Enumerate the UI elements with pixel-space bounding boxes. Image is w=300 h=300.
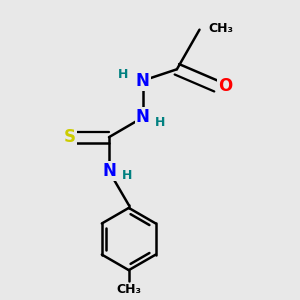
Text: N: N (136, 108, 150, 126)
Text: S: S (63, 128, 75, 146)
Text: O: O (218, 77, 232, 95)
Text: H: H (118, 68, 128, 81)
Text: N: N (136, 72, 150, 90)
Text: H: H (155, 116, 165, 129)
Text: N: N (102, 162, 116, 180)
Text: H: H (122, 169, 133, 182)
Text: CH₃: CH₃ (116, 283, 141, 296)
Text: CH₃: CH₃ (208, 22, 233, 35)
